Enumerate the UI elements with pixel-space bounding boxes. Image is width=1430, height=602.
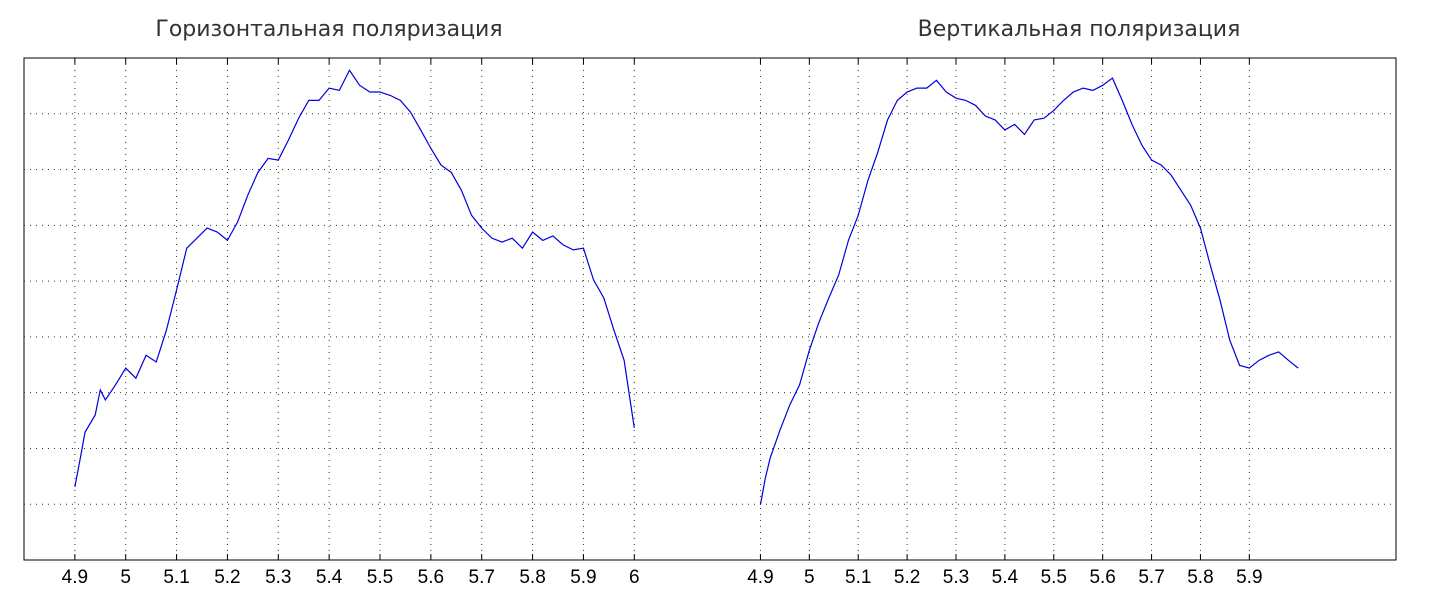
x-tick-label: 5.7: [469, 567, 495, 588]
x-tick-label: 5.6: [1089, 567, 1115, 588]
data-line: [74, 69, 635, 488]
frame: [23, 57, 1397, 561]
x-tick-label: 5.8: [1187, 567, 1213, 588]
x-tick-label: 5.5: [1041, 567, 1067, 588]
x-tick-label: 5.7: [1138, 567, 1164, 588]
x-tick-label: 5.1: [163, 567, 189, 588]
x-tick-label: 5.3: [265, 567, 291, 588]
x-tick-label: 5.9: [570, 567, 596, 588]
chart-title: Вертикальная поляризация: [918, 17, 1241, 42]
x-tick-label: 5.5: [367, 567, 393, 588]
x-tick-label: 5.2: [214, 567, 240, 588]
x-tick-label: 5: [120, 567, 131, 588]
x-tick-label: 5.3: [943, 567, 969, 588]
data-line: [759, 77, 1299, 505]
x-tick-label: 5.6: [418, 567, 444, 588]
x-tick-label: 5.2: [894, 567, 920, 588]
x-tick-label: 5.4: [316, 567, 343, 588]
x-tick-label: 6: [629, 567, 640, 588]
x-tick-label: 5.4: [992, 567, 1019, 588]
x-tick-label: 5.1: [845, 567, 871, 588]
x-tick-label: 5: [804, 567, 815, 588]
x-tick-label: 5.9: [1236, 567, 1262, 588]
chart-title: Горизонтальная поляризация: [155, 17, 502, 42]
x-tick-label: 4.9: [62, 567, 88, 588]
x-tick-label: 4.9: [747, 567, 773, 588]
x-tick-label: 5.8: [519, 567, 545, 588]
